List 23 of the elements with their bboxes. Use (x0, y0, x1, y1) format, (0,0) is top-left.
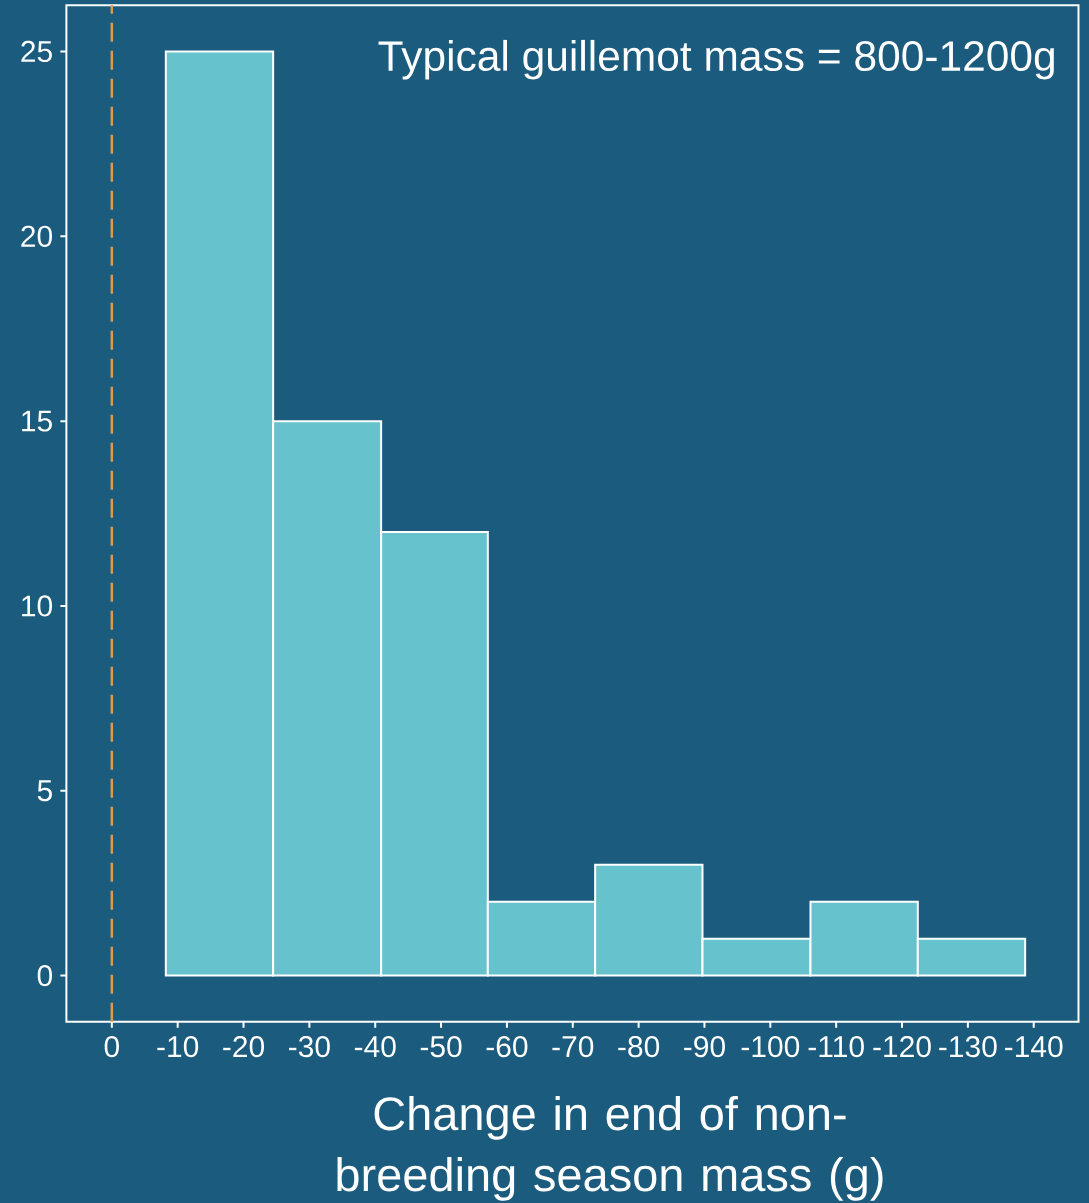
y-tick-label: 15 (22, 410, 52, 432)
x-tick-label: -50 (420, 1036, 462, 1058)
x-tick-label: -110 (808, 1036, 864, 1058)
annotation: Typical guillemot mass = 800-1200g (378, 39, 1054, 80)
y-tick-label: 10 (22, 595, 53, 617)
y-tick-label: 25 (21, 40, 52, 63)
x-tick-label: -130 (939, 1036, 997, 1058)
y-tick-label: 5 (37, 780, 52, 802)
x-tick-label: -120 (873, 1036, 931, 1058)
x-tick-label: -30 (289, 1036, 330, 1058)
x-tick-label: -80 (618, 1036, 660, 1058)
x-axis-title: Change in end of non-breeding season mass (g) (337, 1095, 883, 1201)
x-tick-label: -140 (1005, 1036, 1063, 1058)
y-tick-label: 20 (21, 225, 53, 247)
x-tick-label: -10 (157, 1036, 199, 1058)
x-tick-label: -60 (486, 1036, 528, 1058)
x-tick-label: -40 (354, 1036, 396, 1058)
x-tick-label: -90 (684, 1036, 725, 1058)
x-tick-label: -70 (552, 1036, 594, 1058)
x-tick-label: -100 (741, 1036, 800, 1058)
y-tick-label: 0 (37, 964, 53, 987)
x-tick-label: 0 (104, 1036, 119, 1058)
x-tick-label: -20 (223, 1036, 265, 1058)
